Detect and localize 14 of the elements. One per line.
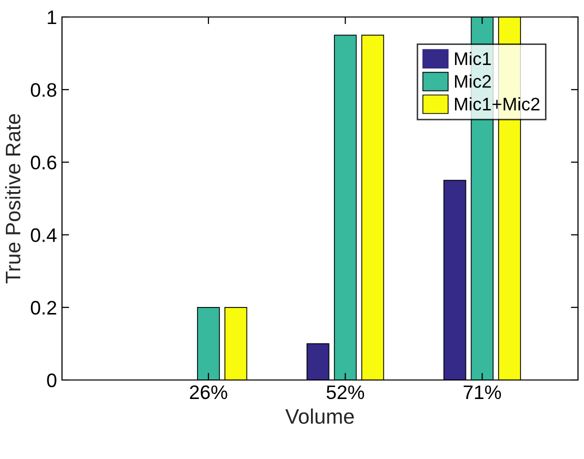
legend-label: Mic1: [455, 52, 491, 66]
legend-label: Mic2: [455, 74, 491, 88]
x-tick-label: 52%: [326, 385, 364, 400]
y-tick-label: 1: [48, 10, 56, 24]
y-tick-label: 0: [47, 373, 56, 388]
x-axis-title: Volume: [285, 408, 354, 424]
y-tick-label: 0.4: [30, 228, 57, 242]
x-tick-label: 26%: [190, 385, 228, 400]
y-tick-label: 0.8: [30, 83, 56, 97]
x-tick-label: 71%: [464, 385, 501, 400]
y-tick-label: 0.6: [30, 156, 56, 170]
y-tick-label: 0.2: [30, 300, 56, 315]
legend-label: Mic1+Mic2: [455, 97, 540, 111]
y-axis-title: True Positive Rate: [5, 114, 20, 284]
